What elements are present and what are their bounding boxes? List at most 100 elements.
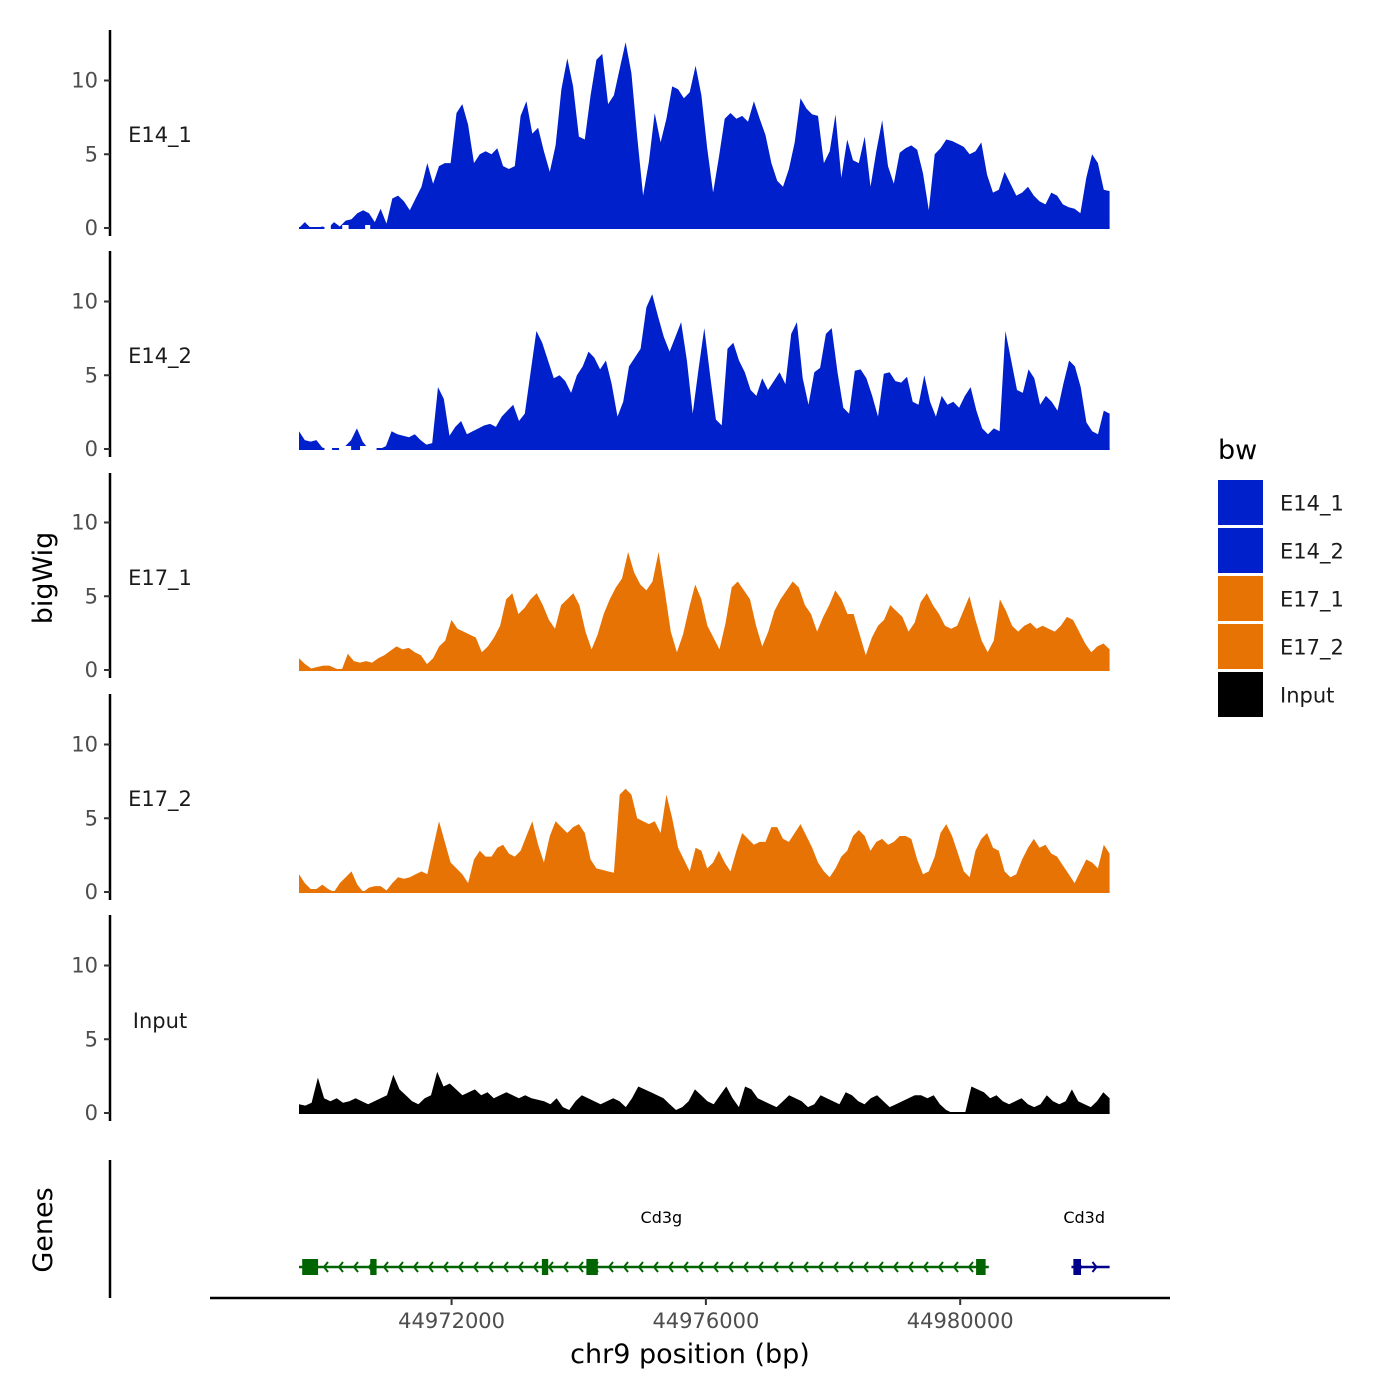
strand-chevron xyxy=(727,1261,734,1273)
strand-chevron xyxy=(667,1261,674,1273)
coverage-area-e14_1 xyxy=(299,42,1110,229)
y-tick-label: 10 xyxy=(71,290,98,314)
x-axis-title: chr9 position (bp) xyxy=(570,1339,810,1370)
legend: bw E14_1 E14_2 E17_1 E17_2 Input xyxy=(1218,435,1344,717)
strand-chevron xyxy=(832,1261,839,1273)
legend-key-e17_2 xyxy=(1218,624,1263,669)
exon xyxy=(541,1259,549,1275)
x-tick-label: 44976000 xyxy=(652,1309,759,1333)
track-label: E14_2 xyxy=(128,344,192,369)
coverage-gap xyxy=(365,225,371,229)
strand-chevron xyxy=(907,1261,914,1273)
strand-chevron xyxy=(877,1261,884,1273)
exon xyxy=(370,1259,377,1275)
strand-chevron xyxy=(472,1261,479,1273)
gene-cd3g: Cd3g xyxy=(299,1208,989,1275)
y-tick-label: 0 xyxy=(85,880,98,904)
strand-chevron xyxy=(532,1261,539,1273)
strand-chevron xyxy=(652,1261,659,1273)
legend-title: bw xyxy=(1218,435,1257,466)
coverage-gap xyxy=(342,225,349,229)
x-tick-label: 44972000 xyxy=(398,1309,505,1333)
track-e14_1: E14_1 xyxy=(128,42,1110,229)
track-label: E17_1 xyxy=(128,566,192,591)
exon xyxy=(586,1259,598,1275)
y-tick-label: 0 xyxy=(85,658,98,682)
coverage-area-e17_2 xyxy=(299,788,1110,892)
strand-chevron xyxy=(757,1261,764,1273)
strand-chevron xyxy=(937,1261,944,1273)
strand-chevron xyxy=(622,1261,629,1273)
y-tick-label: 0 xyxy=(85,1101,98,1125)
coverage-area-e17_1 xyxy=(299,552,1110,670)
strand-chevron xyxy=(712,1261,719,1273)
y-tick-label: 0 xyxy=(85,437,98,461)
y-tick-label: 5 xyxy=(85,584,98,608)
gene-track: Cd3g Cd3d xyxy=(299,1208,1110,1275)
gene-cd3d: Cd3d xyxy=(1063,1208,1110,1275)
track-label: Input xyxy=(133,1009,187,1033)
exon xyxy=(1073,1259,1081,1275)
coverage-gap xyxy=(324,446,333,450)
legend-key-e14_2 xyxy=(1218,528,1263,573)
strand-chevron xyxy=(802,1261,809,1273)
strand-chevron xyxy=(787,1261,794,1273)
coverage-gap xyxy=(339,446,352,450)
x-tick-label: 44980000 xyxy=(907,1309,1014,1333)
exon xyxy=(976,1259,986,1275)
track-input: Input xyxy=(133,1009,1110,1114)
coverage-area-input xyxy=(299,1071,1110,1113)
legend-label: Input xyxy=(1280,684,1334,708)
gene-label: Cd3g xyxy=(641,1208,683,1227)
exon xyxy=(302,1259,319,1275)
legend-label: E17_2 xyxy=(1280,636,1344,661)
y-axis-title: bigWig xyxy=(28,532,59,625)
legend-key-e17_1 xyxy=(1218,576,1263,621)
strand-chevron xyxy=(547,1261,554,1273)
strand-chevron xyxy=(967,1261,974,1273)
strand-chevron xyxy=(847,1261,854,1273)
y-tick-label: 10 xyxy=(71,511,98,535)
strand-chevron xyxy=(397,1261,404,1273)
strand-chevron xyxy=(382,1261,389,1273)
y-tick-label: 10 xyxy=(71,733,98,757)
strand-chevron xyxy=(412,1261,419,1273)
legend-label: E17_1 xyxy=(1280,588,1344,613)
track-e14_2: E14_2 xyxy=(128,294,1110,450)
strand-chevron xyxy=(517,1261,524,1273)
legend-label: E14_1 xyxy=(1280,492,1344,517)
strand-chevron xyxy=(922,1261,929,1273)
y-tick-label: 5 xyxy=(85,142,98,166)
strand-chevron xyxy=(322,1261,329,1273)
strand-chevron xyxy=(682,1261,689,1273)
track-e17_2: E17_2 xyxy=(128,787,1110,893)
strand-chevron xyxy=(352,1261,359,1273)
strand-chevron xyxy=(607,1261,614,1273)
strand-chevron xyxy=(772,1261,779,1273)
strand-chevron xyxy=(637,1261,644,1273)
y-tick-label: 10 xyxy=(71,69,98,93)
genes-axis-title: Genes xyxy=(28,1187,59,1272)
legend-label: E14_2 xyxy=(1280,540,1344,565)
strand-chevron xyxy=(697,1261,704,1273)
coverage-area-e14_2 xyxy=(299,294,1110,449)
axes: 0 5 10 0 5 10 0 5 10 0 5 10 0 5 10 44972000 44976000 4498… xyxy=(71,30,1170,1333)
gene-label: Cd3d xyxy=(1063,1208,1105,1227)
track-label: E14_1 xyxy=(128,123,192,148)
y-tick-label: 0 xyxy=(85,216,98,240)
coverage-gap xyxy=(360,446,377,450)
strand-chevron xyxy=(742,1261,749,1273)
strand-chevron xyxy=(427,1261,434,1273)
y-tick-label: 10 xyxy=(71,954,98,978)
strand-chevron xyxy=(817,1261,824,1273)
legend-key-input xyxy=(1218,672,1263,717)
strand-chevron xyxy=(577,1261,584,1273)
strand-chevron xyxy=(487,1261,494,1273)
coverage-gap xyxy=(324,225,331,229)
strand-chevron xyxy=(1091,1261,1098,1273)
y-tick-label: 5 xyxy=(85,806,98,830)
strand-chevron xyxy=(892,1261,899,1273)
y-tick-label: 5 xyxy=(85,363,98,387)
track-e17_1: E17_1 xyxy=(128,552,1110,671)
